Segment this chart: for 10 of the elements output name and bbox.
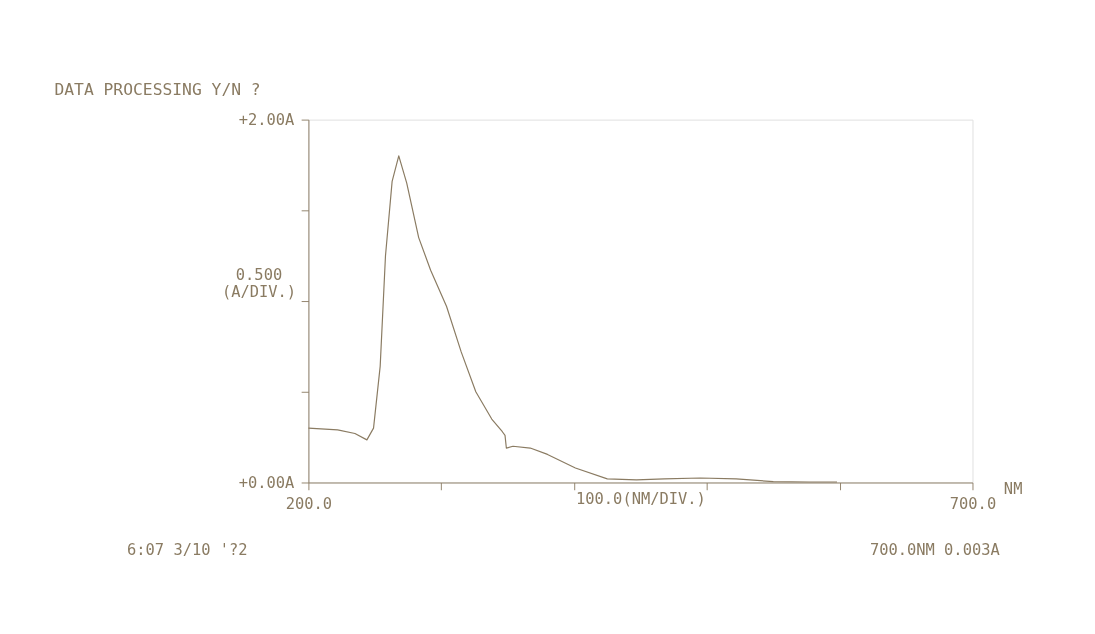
x-tick-label: 200.0 (285, 495, 333, 514)
text: 6:07 3/10 '?2 (127, 541, 248, 560)
x-axis-title: 100.0(NM/DIV.) (576, 489, 706, 508)
text: DATA PROCESSING Y/N ? (54, 80, 261, 100)
y-tick-label: +2.00A (238, 110, 295, 129)
text: NM (1003, 480, 1023, 499)
text: 700.0NM 0.003A (869, 541, 1000, 560)
y-axis-title: 0.500 (A/DIV.) (221, 265, 297, 302)
y-tick-label: +0.00A (238, 473, 295, 492)
x-tick-label: 700.0 (949, 495, 997, 514)
